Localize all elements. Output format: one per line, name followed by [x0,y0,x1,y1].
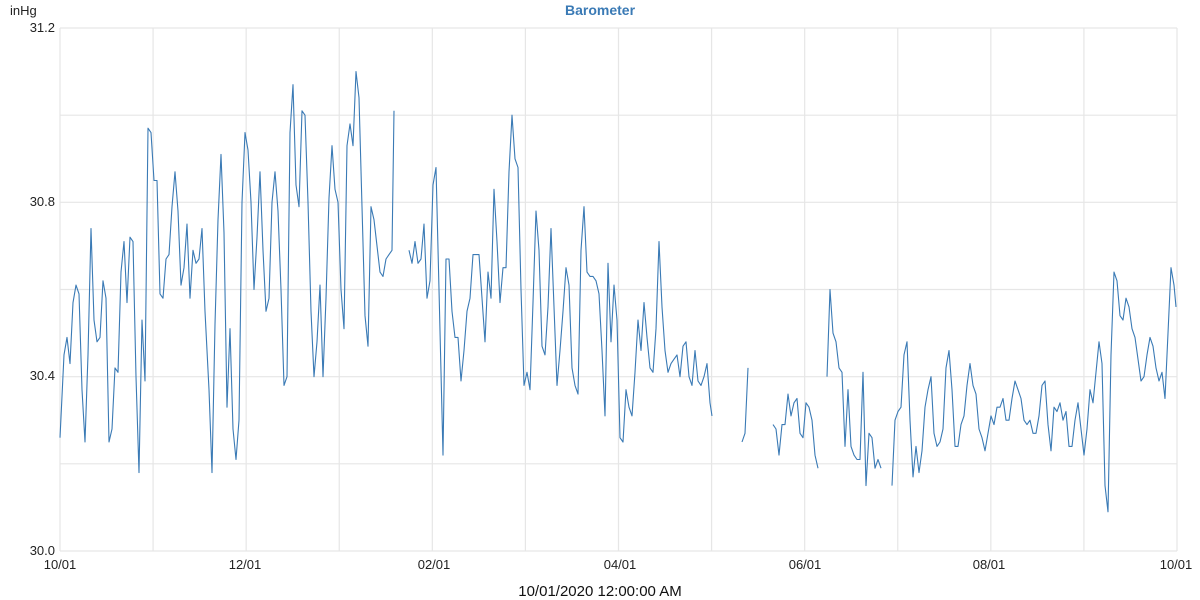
x-axis-title: 10/01/2020 12:00:00 AM [518,583,682,600]
x-tick-12-01: 12/01 [228,557,262,572]
x-tick-10-01-start: 10/01 [43,557,77,572]
y-tick-30-0: 30.0 [29,543,55,558]
x-tick-06-01: 06/01 [788,557,822,572]
y-tick-31-2: 31.2 [29,20,55,35]
y-tick-30-4: 30.4 [29,368,55,383]
x-tick-02-01: 02/01 [417,557,451,572]
chart-title: Barometer [564,2,636,18]
gridlines [59,27,1178,552]
barometer-line [59,71,1177,513]
y-axis-unit-label: inHg [10,3,37,18]
x-tick-08-01: 08/01 [972,557,1006,572]
x-tick-10-01-end: 10/01 [1159,557,1193,572]
y-tick-30-8: 30.8 [29,194,55,209]
x-tick-04-01: 04/01 [603,557,637,572]
